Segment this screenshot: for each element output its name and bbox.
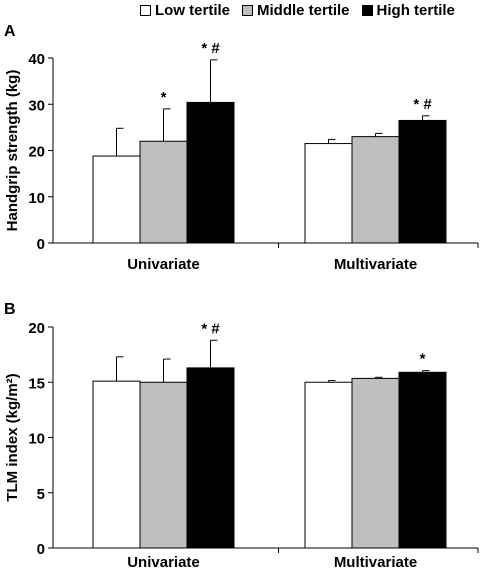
bar-low-tertile-univariate	[92, 155, 141, 244]
legend-label-low: Low tertile	[155, 1, 231, 19]
significance-mark: * #	[201, 320, 220, 337]
y-tick-label: 40	[28, 51, 45, 68]
y-axis-label: TLM index (kg/m²)	[4, 373, 21, 501]
bar-high-tertile-univariate	[186, 101, 235, 244]
significance-mark: *	[161, 89, 167, 106]
panel-label: A	[4, 23, 16, 40]
bar-middle-tertile-multivariate	[351, 136, 400, 244]
legend-label-middle: Middle tertile	[257, 1, 350, 19]
legend-item-low: Low tertile	[140, 2, 230, 19]
bar-high-tertile-multivariate	[398, 371, 447, 549]
y-tick-label: 0	[37, 236, 45, 253]
legend: Low tertile Middle tertile High tertile	[140, 0, 467, 20]
bar-high-tertile-multivariate	[398, 119, 447, 244]
bar-middle-tertile-multivariate	[351, 377, 400, 549]
bar-low-tertile-multivariate	[304, 143, 353, 244]
legend-swatch-low	[140, 4, 151, 16]
y-tick-label: 20	[28, 144, 45, 161]
y-tick-label: 10	[28, 431, 45, 448]
legend-swatch-middle	[242, 4, 254, 16]
y-tick-label: 5	[37, 486, 45, 503]
legend-item-middle: Middle tertile	[242, 2, 350, 19]
y-tick-label: 20	[28, 320, 45, 337]
x-category-label: Univariate	[127, 554, 200, 571]
significance-mark: * #	[201, 40, 220, 57]
significance-mark: *	[420, 351, 426, 368]
y-tick-label: 10	[28, 190, 45, 207]
y-tick-label: 30	[28, 97, 45, 114]
legend-item-high: High tertile	[361, 1, 455, 19]
y-tick-label: 15	[28, 375, 45, 392]
x-category-label: Multivariate	[334, 554, 417, 571]
bar-high-tertile-univariate	[186, 367, 235, 549]
legend-swatch-high	[361, 4, 373, 16]
x-category-label: Univariate	[127, 256, 200, 273]
y-axis-label: Handgrip strength (kg)	[4, 70, 21, 232]
bar-low-tertile-multivariate	[304, 381, 353, 549]
bar-middle-tertile-univariate	[139, 140, 188, 244]
bar-middle-tertile-univariate	[139, 381, 188, 549]
significance-mark: * #	[413, 96, 432, 113]
legend-label-high: High tertile	[376, 1, 455, 19]
panel-label: B	[4, 301, 16, 318]
x-category-label: Multivariate	[334, 256, 417, 273]
bar-low-tertile-univariate	[92, 380, 141, 549]
y-tick-label: 0	[37, 541, 45, 558]
